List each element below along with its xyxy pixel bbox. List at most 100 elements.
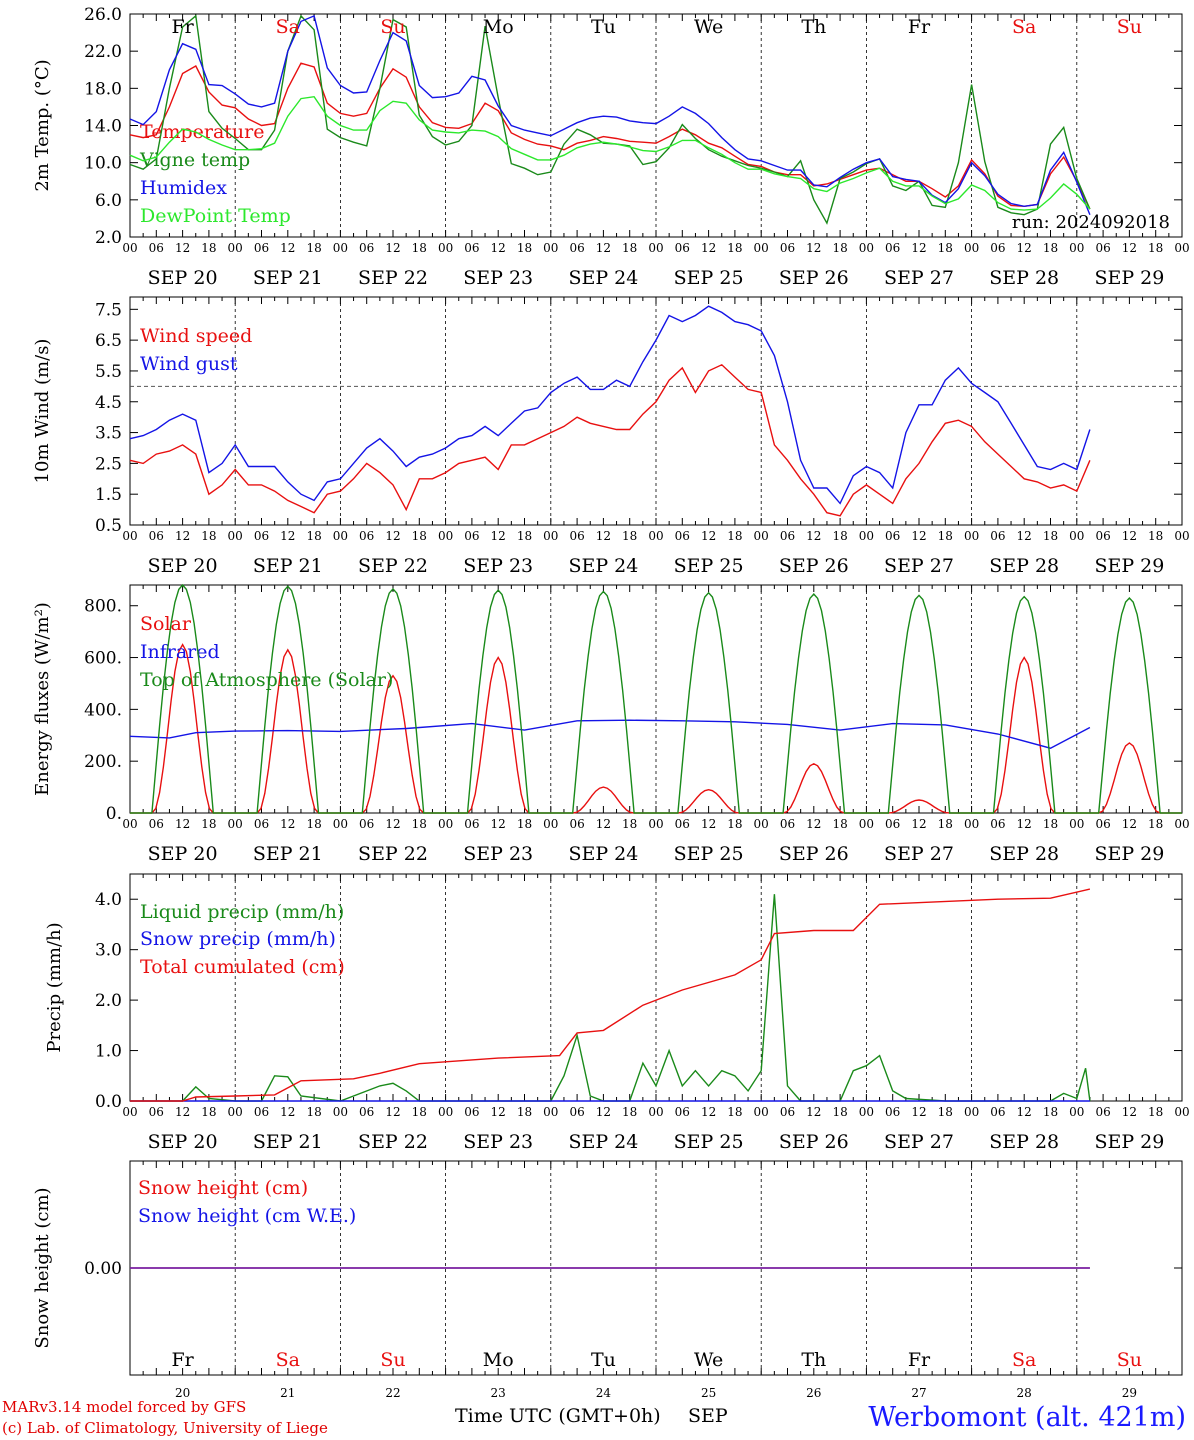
precip-hour-label: 06 — [464, 1105, 479, 1119]
precip-y-tick-label: 0.0 — [95, 1092, 122, 1112]
energy-hour-label: 12 — [385, 817, 400, 831]
precip-hour-label: 18 — [1043, 1105, 1058, 1119]
temperature-weekday-label: Sa — [1012, 16, 1036, 38]
wind-hour-label: 00 — [543, 529, 558, 543]
energy-hour-label: 18 — [201, 817, 216, 831]
energy-date-label: SEP 20 — [148, 843, 218, 865]
temperature-hour-label: 12 — [911, 241, 926, 255]
snow-y-tick-label: 0.00 — [84, 1259, 122, 1279]
wind-y-tick-label: 5.5 — [95, 362, 122, 382]
precip-hour-label: 12 — [280, 1105, 295, 1119]
precip-hour-label: 06 — [254, 1105, 269, 1119]
precip-hour-label: 12 — [1122, 1105, 1137, 1119]
temperature-hour-label: 06 — [149, 241, 164, 255]
temperature-series-2 — [129, 14, 1091, 215]
precip-hour-label: 06 — [1095, 1105, 1110, 1119]
wind-hour-label: 00 — [333, 529, 348, 543]
precip-hour-label: 18 — [201, 1105, 216, 1119]
precip-hour-label: 06 — [569, 1105, 584, 1119]
energy-hour-label: 06 — [675, 817, 690, 831]
temperature-date-label: SEP 29 — [1094, 267, 1164, 289]
energy-hour-label: 12 — [911, 817, 926, 831]
precip-hour-label: 12 — [175, 1105, 190, 1119]
energy-hour-label: 00 — [1069, 817, 1084, 831]
snow-day-number: 27 — [911, 1386, 926, 1400]
precip-hour-label: 12 — [911, 1105, 926, 1119]
temperature-weekday-label: Su — [1117, 16, 1142, 38]
wind-y-tick-label: 0.5 — [95, 516, 122, 536]
energy-hour-label: 00 — [754, 817, 769, 831]
snow-weekday-label: Tu — [591, 1349, 616, 1371]
wind-hour-label: 12 — [911, 529, 926, 543]
wind-hour-label: 12 — [806, 529, 821, 543]
temperature-hour-label: 06 — [254, 241, 269, 255]
energy-hour-label: 00 — [438, 817, 453, 831]
temperature-weekday-label: Fr — [908, 16, 931, 38]
wind-hour-label: 12 — [596, 529, 611, 543]
wind-hour-label: 00 — [964, 529, 979, 543]
wind-hour-label: 06 — [780, 529, 795, 543]
temperature-hour-label: 18 — [622, 241, 637, 255]
snow-day-number: 28 — [1017, 1386, 1032, 1400]
energy-date-label: SEP 23 — [463, 843, 533, 865]
temperature-hour-label: 00 — [754, 241, 769, 255]
snow-day-number: 29 — [1122, 1386, 1137, 1400]
precip-series-0 — [130, 894, 1091, 1102]
temperature-hour-label: 18 — [938, 241, 953, 255]
temperature-weekday-label: We — [694, 16, 723, 38]
precip-date-label: SEP 29 — [1094, 1131, 1164, 1153]
energy-hour-label: 06 — [359, 817, 374, 831]
temperature-hour-label: 00 — [122, 241, 137, 255]
temperature-hour-label: 18 — [1043, 241, 1058, 255]
energy-hour-label: 06 — [885, 817, 900, 831]
precip-legend-1: Snow precip (mm/h) — [140, 928, 336, 950]
precip-hour-label: 00 — [333, 1105, 348, 1119]
energy-hour-label: 00 — [859, 817, 874, 831]
precip-hour-label: 12 — [806, 1105, 821, 1119]
precip-legend-0: Liquid precip (mm/h) — [140, 901, 344, 923]
time-axis-title: Time UTC (GMT+0h) — [455, 1405, 661, 1427]
precip-date-label: SEP 24 — [568, 1131, 638, 1153]
temperature-hour-label: 00 — [333, 241, 348, 255]
wind-date-label: SEP 20 — [148, 555, 218, 577]
station-name: Werbomont (alt. 421m) — [868, 1402, 1186, 1433]
snow-day-number: 24 — [596, 1386, 612, 1400]
temperature-y-axis-label: 2m Temp. (°C) — [32, 59, 53, 191]
energy-y-tick-label: 800. — [84, 597, 122, 617]
precip-hour-label: 18 — [622, 1105, 637, 1119]
precip-hour-label: 18 — [938, 1105, 953, 1119]
wind-hour-label: 12 — [1017, 529, 1032, 543]
energy-hour-label: 00 — [333, 817, 348, 831]
wind-date-label: SEP 28 — [989, 555, 1059, 577]
temperature-hour-label: 12 — [701, 241, 716, 255]
energy-y-tick-label: 400. — [84, 700, 122, 720]
wind-y-tick-label: 6.5 — [95, 331, 122, 351]
month-label: SEP — [688, 1405, 728, 1427]
energy-hour-label: 06 — [990, 817, 1005, 831]
temperature-hour-label: 00 — [648, 241, 663, 255]
wind-y-tick-label: 2.5 — [95, 454, 122, 474]
model-credit: MARv3.14 model forced by GFS — [2, 1398, 247, 1416]
precip-hour-label: 00 — [859, 1105, 874, 1119]
temperature-hour-label: 12 — [385, 241, 400, 255]
wind-legend-0: Wind speed — [140, 325, 252, 347]
energy-date-label: SEP 25 — [674, 843, 744, 865]
temperature-y-tick-label: 26.0 — [84, 5, 122, 25]
precip-hour-label: 18 — [832, 1105, 847, 1119]
energy-date-label: SEP 28 — [989, 843, 1059, 865]
energy-date-label: SEP 24 — [568, 843, 638, 865]
snow-legend-1: Snow height (cm W.E.) — [138, 1205, 356, 1227]
snow-day-number: 21 — [280, 1386, 295, 1400]
temperature-run-annotation: run: 2024092018 — [1012, 212, 1170, 233]
precip-date-label: SEP 20 — [148, 1131, 218, 1153]
temperature-hour-label: 12 — [1017, 241, 1032, 255]
energy-hour-label: 12 — [701, 817, 716, 831]
wind-hour-label: 00 — [1069, 529, 1084, 543]
energy-hour-label: 18 — [832, 817, 847, 831]
snow-panel: 0.00 Snow height (cm) Snow height (cm) Snow… — [32, 1160, 1183, 1400]
temperature-hour-label: 18 — [201, 241, 216, 255]
precip-hour-label: 00 — [1069, 1105, 1084, 1119]
precip-hour-label: 00 — [648, 1105, 663, 1119]
wind-hour-label: 12 — [701, 529, 716, 543]
